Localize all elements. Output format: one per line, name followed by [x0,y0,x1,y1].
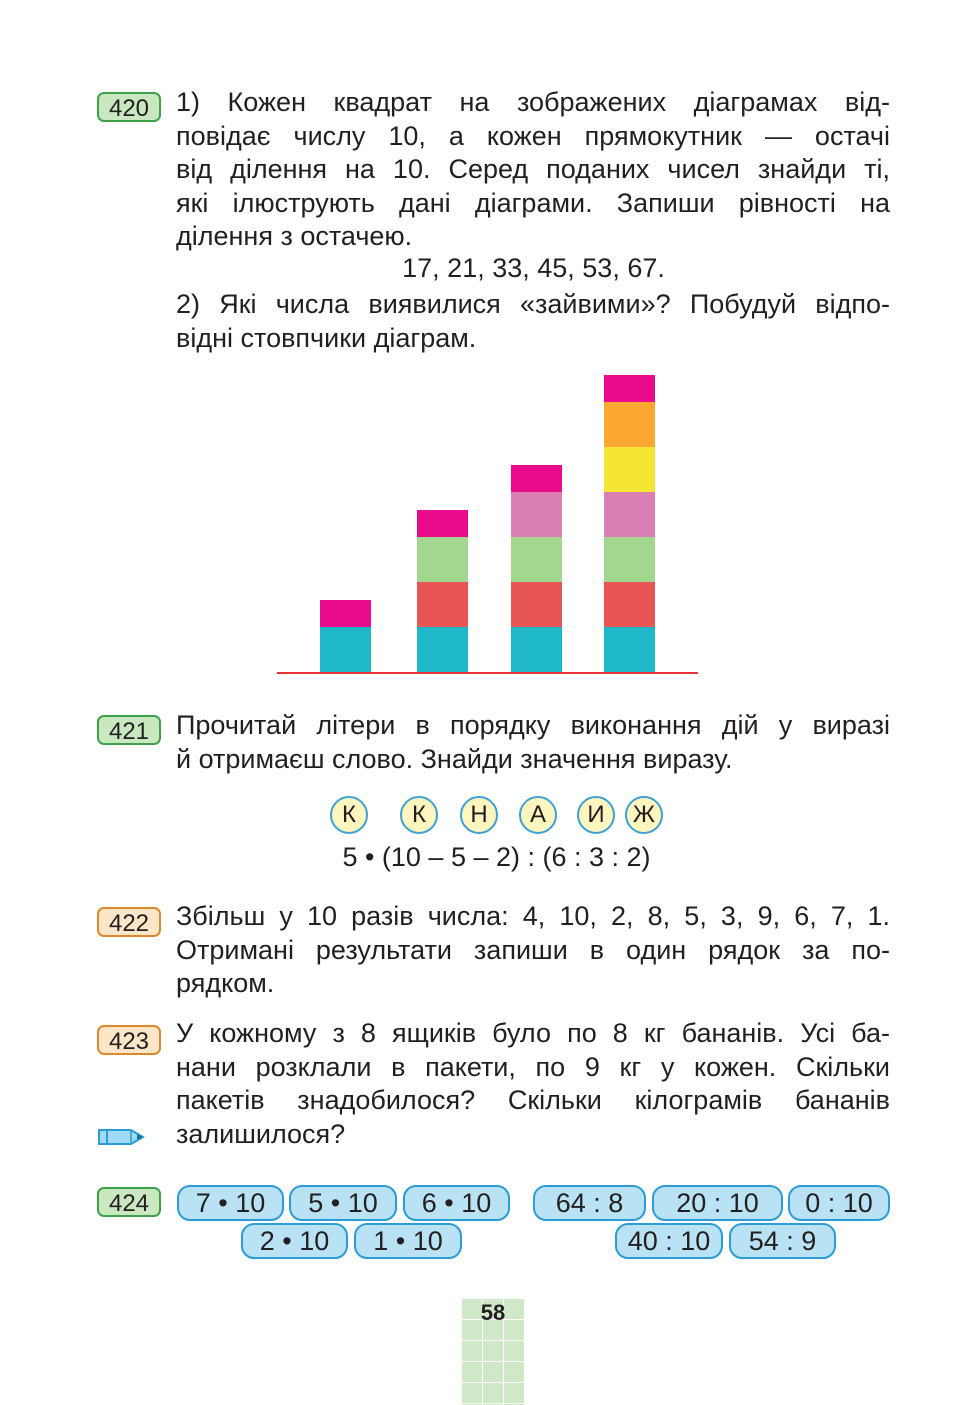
ten-square [320,627,371,672]
task-number-422: 422 [97,907,161,937]
expression-pill: 20 : 10 [652,1185,783,1221]
task-423-text: У кожному з 8 ящиків було по 8 кг банані… [176,1017,890,1151]
ten-square [604,447,655,492]
ten-square [511,582,562,627]
expression-pill: 40 : 10 [615,1223,723,1259]
task-number-420: 420 [97,92,161,122]
expression-pill: 54 : 9 [729,1223,836,1259]
task-420-line: які ілюструють дані діаграми. Запиши рів… [176,187,890,218]
task-number-423: 423 [97,1025,161,1055]
letter-circle: Ж [625,796,663,834]
ten-square [604,492,655,537]
expression-pill: 2 • 10 [241,1223,348,1259]
task-421-text: Прочитай літери в порядку виконання дій … [176,709,890,776]
task-423-line: нани розклали в пакети, по 9 кг у кожен.… [176,1051,890,1082]
task-421-line: й отримаєш слово. Знайди значення виразу… [176,743,733,774]
task-422-line: Отримані результати запиши в один рядок … [176,934,890,965]
expression-pill: 0 : 10 [788,1185,890,1221]
remainder-rect [417,510,468,537]
ten-square [417,627,468,672]
task-423-line: пакетів знадобилося? Скільки кілограмів … [176,1085,890,1115]
ten-square [604,627,655,672]
expression-pill: 1 • 10 [354,1223,462,1259]
task-422-line: Збільш у 10 разів числа: 4, 10, 2, 8, 5,… [176,901,890,931]
task-number-424: 424 [97,1187,161,1217]
letter-circle: Н [460,796,498,834]
ten-square [604,582,655,627]
stacked-bar-chart [277,375,698,674]
page-number-grid [461,1298,525,1405]
task-420-line: 1) Кожен квадрат на зображених діаграмах… [176,87,890,117]
letter-circle: К [400,796,438,834]
pencil-icon [98,1129,145,1145]
expression-pill: 5 • 10 [289,1185,397,1221]
task-420-part2-line: відні стовпчики діаграм. [176,322,477,353]
task-421-line: Прочитай літери в порядку виконання дій … [176,710,890,740]
number-list: 17, 21, 33, 45, 53, 67. [402,253,665,283]
task-420-line: повідає числу 10, а кожен прямокутник — … [176,120,890,151]
remainder-rect [511,465,562,492]
ten-square [511,627,562,672]
task-420-line: від ділення на 10. Серед поданих чисел з… [176,154,890,184]
page-number: 58 [480,1300,506,1325]
task-423-line: У кожному з 8 ящиків було по 8 кг банані… [176,1018,890,1048]
task-423-line: залишилося? [176,1118,346,1149]
remainder-rect [320,600,371,627]
expression-pill: 6 • 10 [403,1185,510,1221]
remainder-rect [604,375,655,402]
task-number-421: 421 [97,715,161,745]
ten-square [604,537,655,582]
letter-circle: А [519,796,557,834]
expression-pill: 7 • 10 [177,1185,284,1221]
ten-square [511,537,562,582]
task-420-text: 1) Кожен квадрат на зображених діаграмах… [176,86,890,254]
expression-pill: 64 : 8 [533,1185,646,1221]
ten-square [417,537,468,582]
ten-square [604,402,655,447]
letter-circle: К [330,796,368,834]
task-420-line: ділення з остачею. [176,221,413,251]
letter-circle: И [577,796,615,834]
task-420-part2-line: 2) Які числа виявилися «зайвими»? Побуду… [176,289,890,319]
task-422-line: рядком. [176,968,275,998]
expression: 5 • (10 – 5 – 2) : (6 : 3 : 2) [342,842,651,872]
ten-square [511,492,562,537]
task-420-part2: 2) Які числа виявилися «зайвими»? Побуду… [176,288,890,355]
task-422-text: Збільш у 10 разів числа: 4, 10, 2, 8, 5,… [176,900,890,1001]
ten-square [417,582,468,627]
